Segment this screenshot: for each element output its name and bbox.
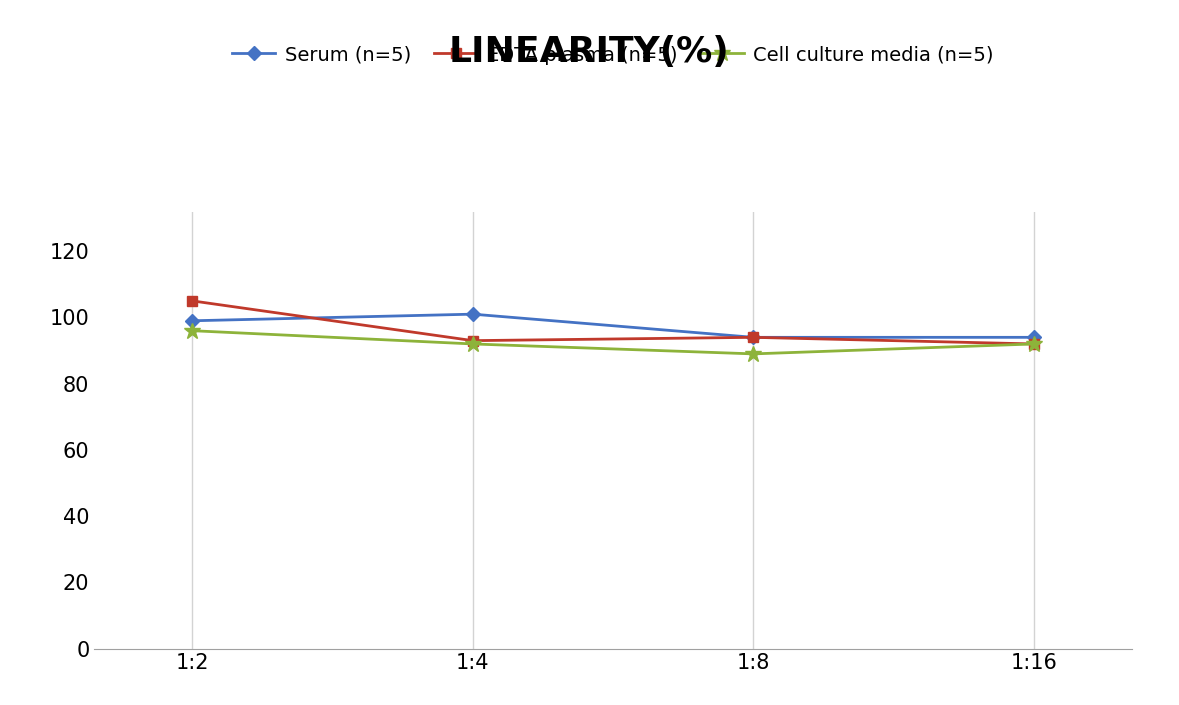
Line: EDTA plasma (n=5): EDTA plasma (n=5) [187, 296, 1039, 349]
Cell culture media (n=5) [185, 326, 199, 335]
Text: LINEARITY(%): LINEARITY(%) [449, 35, 730, 69]
Serum (n=5) [1027, 333, 1041, 341]
EDTA plasma (n=5) [185, 297, 199, 305]
Cell culture media (n=5) [1027, 340, 1041, 348]
EDTA plasma (n=5) [746, 333, 760, 341]
Line: Serum (n=5): Serum (n=5) [187, 309, 1039, 342]
Cell culture media (n=5) [466, 340, 480, 348]
EDTA plasma (n=5) [1027, 340, 1041, 348]
Line: Cell culture media (n=5): Cell culture media (n=5) [184, 322, 1042, 362]
Serum (n=5) [746, 333, 760, 341]
Serum (n=5) [466, 310, 480, 319]
Cell culture media (n=5) [746, 350, 760, 358]
Legend: Serum (n=5), EDTA plasma (n=5), Cell culture media (n=5): Serum (n=5), EDTA plasma (n=5), Cell cul… [224, 37, 1002, 73]
EDTA plasma (n=5) [466, 336, 480, 345]
Serum (n=5) [185, 317, 199, 325]
